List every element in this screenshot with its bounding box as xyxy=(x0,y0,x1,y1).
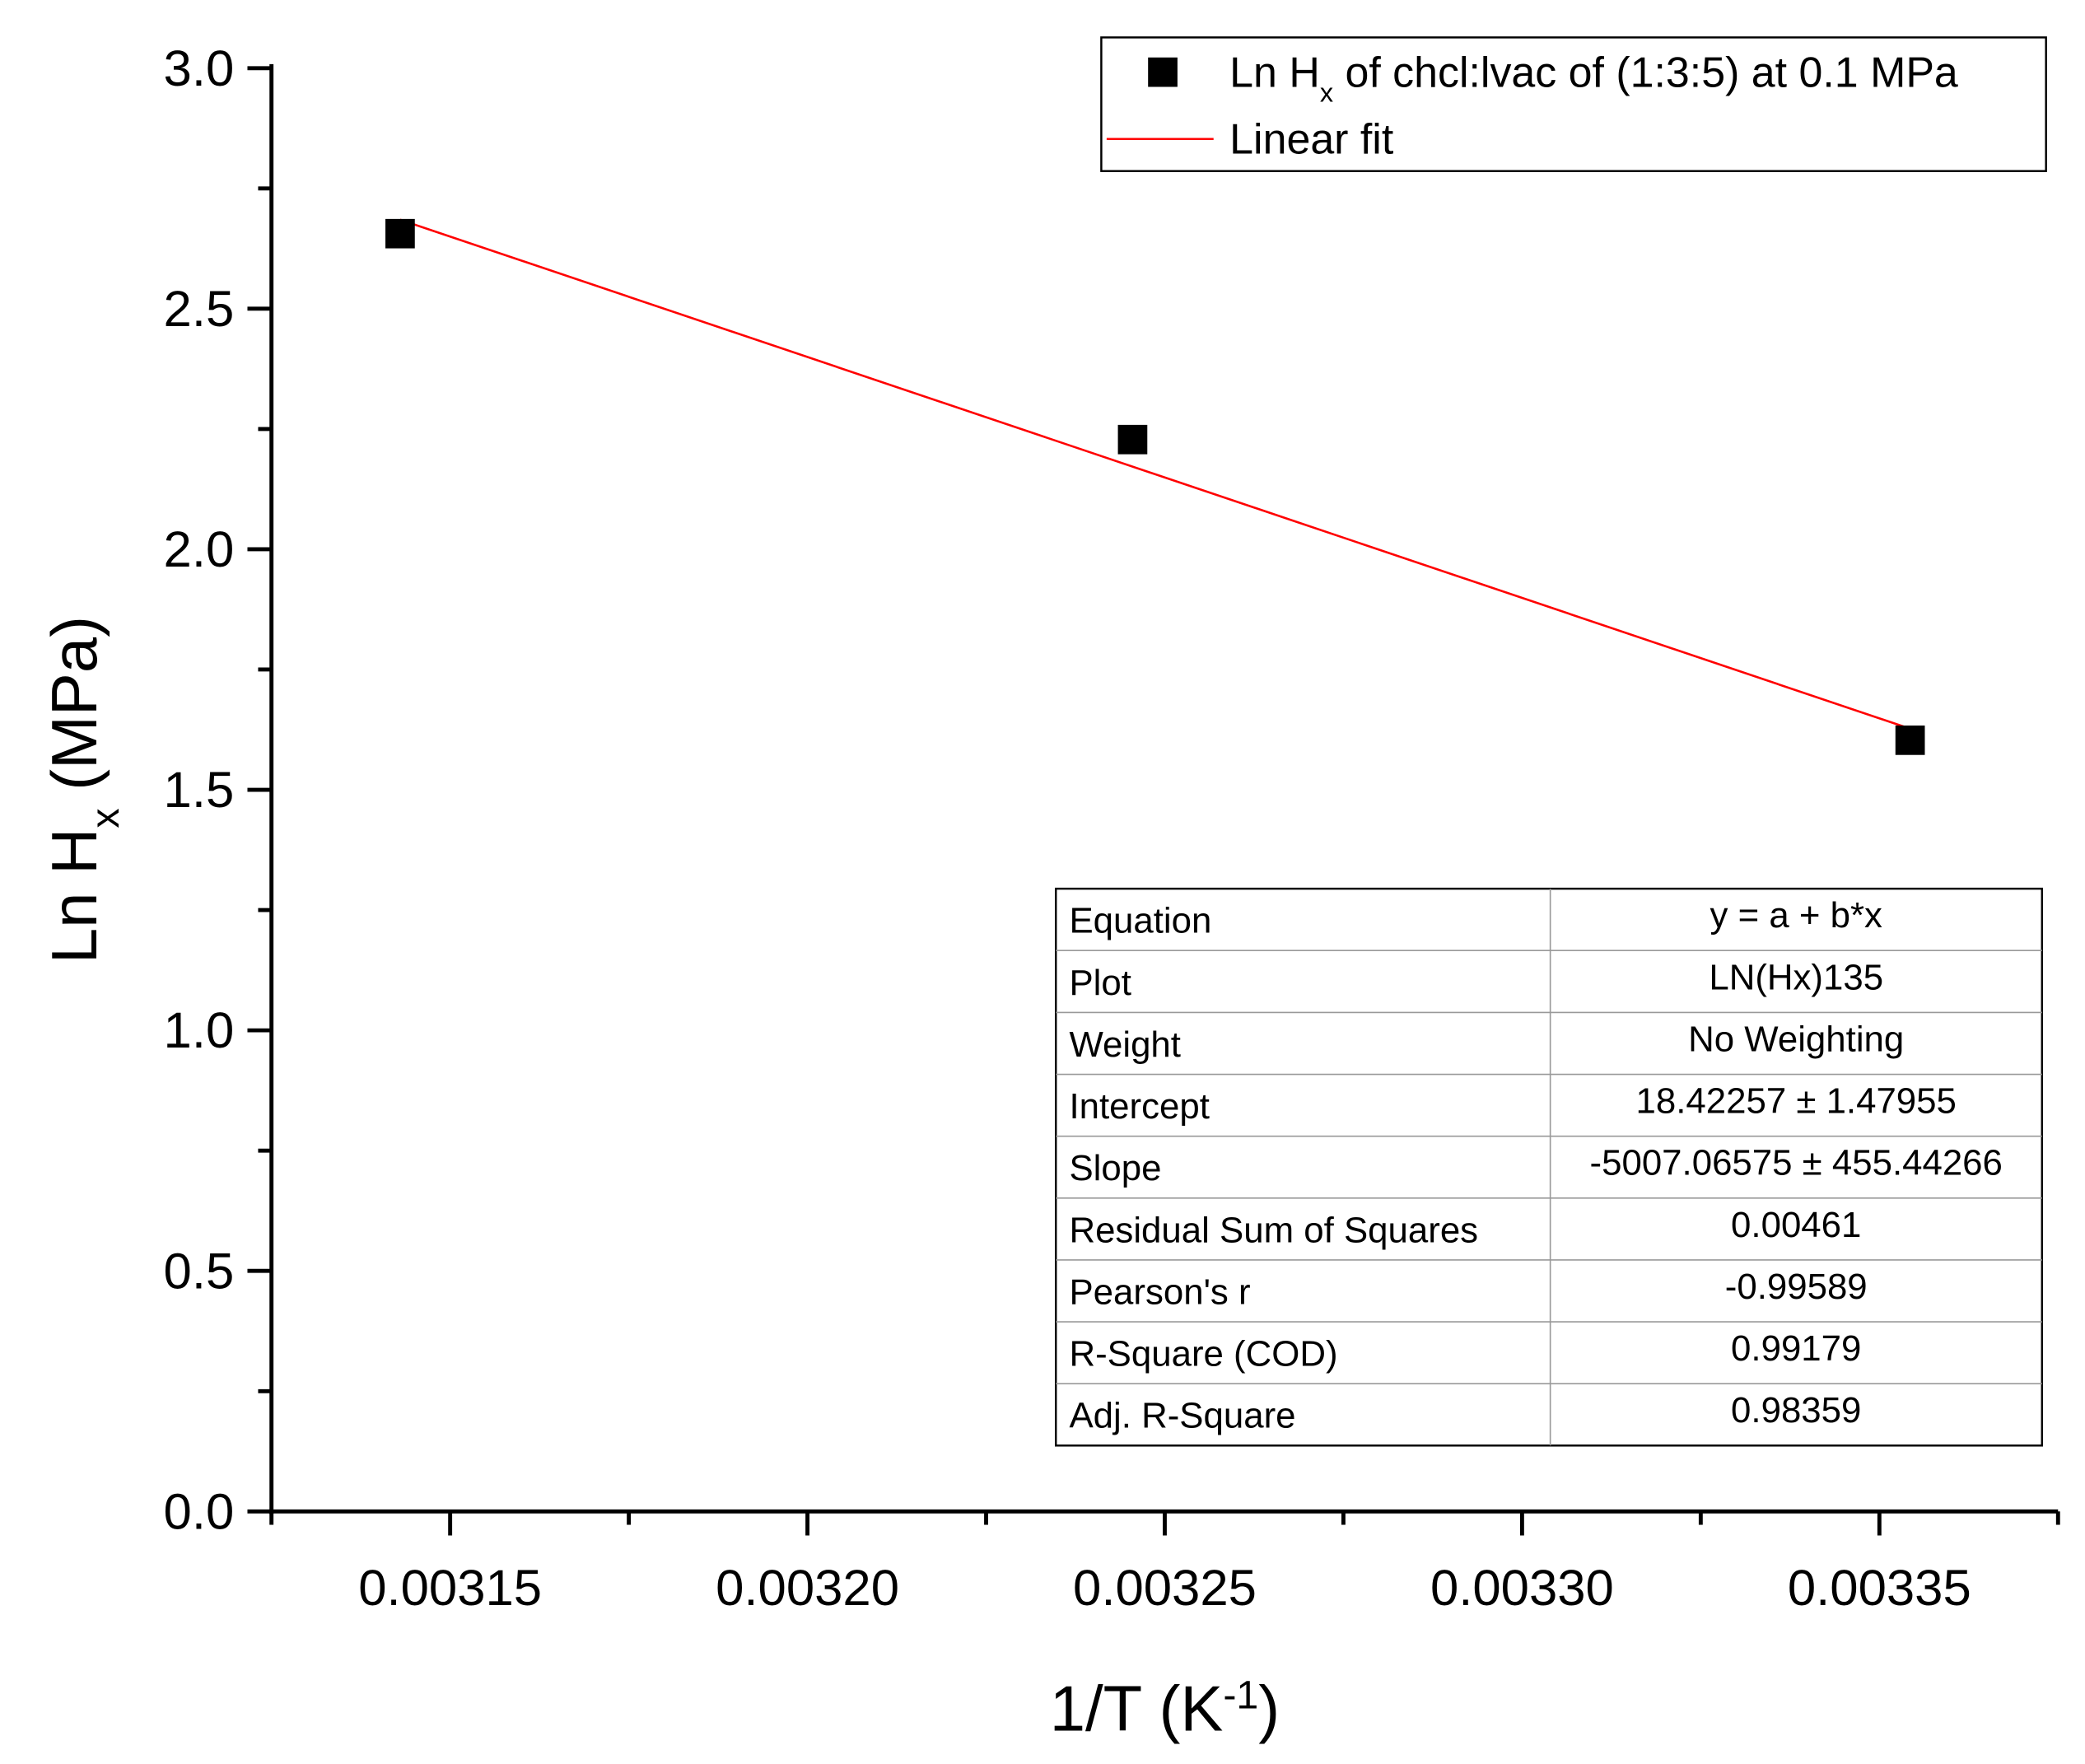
table-value: 0.99179 xyxy=(1731,1328,1861,1369)
x-tick-label: 0.00320 xyxy=(716,1560,899,1617)
y-tick-label: 1.0 xyxy=(164,1002,235,1059)
y-axis-label: Ln Hx (MPa) xyxy=(38,616,128,964)
y-tick-label: 3.0 xyxy=(164,40,235,97)
x-tick-label: 0.00330 xyxy=(1430,1560,1614,1617)
table-value: 0.98359 xyxy=(1731,1390,1861,1430)
legend-part: Linear fit xyxy=(1229,116,1394,164)
label-part: x xyxy=(83,809,128,828)
fit-line xyxy=(399,218,1911,730)
label-part: -1 xyxy=(1223,1673,1258,1717)
table-box xyxy=(1055,887,2044,1447)
y-tick-label: 1.5 xyxy=(164,762,235,819)
label-part: ) xyxy=(1258,1672,1280,1744)
table-key: Equation xyxy=(1069,901,1211,941)
table-key: Slope xyxy=(1069,1148,1161,1188)
data-point xyxy=(1895,726,1925,755)
y-tick-label: 0.5 xyxy=(164,1243,235,1300)
x-axis-label: 1/T (K-1) xyxy=(1050,1672,1280,1744)
table-value: 0.00461 xyxy=(1731,1205,1861,1245)
y-tick-label: 0.0 xyxy=(164,1483,235,1540)
legend-part: Ln H xyxy=(1229,49,1320,96)
table-value: -0.99589 xyxy=(1725,1267,1868,1307)
table-value: y = a + b*x xyxy=(1710,895,1882,936)
legend-box xyxy=(1100,36,2047,172)
legend-marker xyxy=(1148,57,1178,87)
legend-label: Ln Hx of chcl:lvac of (1:3:5) at 0.1 MPa xyxy=(1229,49,1958,107)
x-tick-label: 0.00335 xyxy=(1788,1560,1971,1617)
label-part: (MPa) xyxy=(38,616,110,809)
table-key: Pearson's r xyxy=(1069,1272,1250,1312)
table-key: Plot xyxy=(1069,963,1131,1003)
label-part: 1/T (K xyxy=(1050,1672,1224,1744)
legend-part: of chcl:lvac of (1:3:5) at 0.1 MPa xyxy=(1333,49,1958,96)
table-key: Residual Sum of Squares xyxy=(1069,1210,1478,1250)
y-tick-label: 2.0 xyxy=(164,521,235,578)
x-tick-label: 0.00325 xyxy=(1073,1560,1257,1617)
y-tick-label: 2.5 xyxy=(164,281,235,338)
legend-part: x xyxy=(1320,77,1333,107)
table-key: R-Square (COD) xyxy=(1069,1334,1337,1374)
table-value: No Weighting xyxy=(1688,1019,1904,1059)
legend-label: Linear fit xyxy=(1229,116,1394,164)
table-key: Intercept xyxy=(1069,1086,1209,1127)
x-tick-label: 0.00315 xyxy=(358,1560,542,1617)
table-value: 18.42257 ± 1.47955 xyxy=(1636,1081,1957,1122)
table-value: -5007.06575 ± 455.44266 xyxy=(1590,1143,2003,1183)
label-part: Ln H xyxy=(38,828,110,964)
data-point xyxy=(385,218,415,249)
data-point xyxy=(1117,424,1148,455)
table-value: LN(Hx)135 xyxy=(1709,957,1883,997)
table-key: Adj. R-Square xyxy=(1069,1396,1295,1436)
table-key: Weight xyxy=(1069,1024,1181,1065)
